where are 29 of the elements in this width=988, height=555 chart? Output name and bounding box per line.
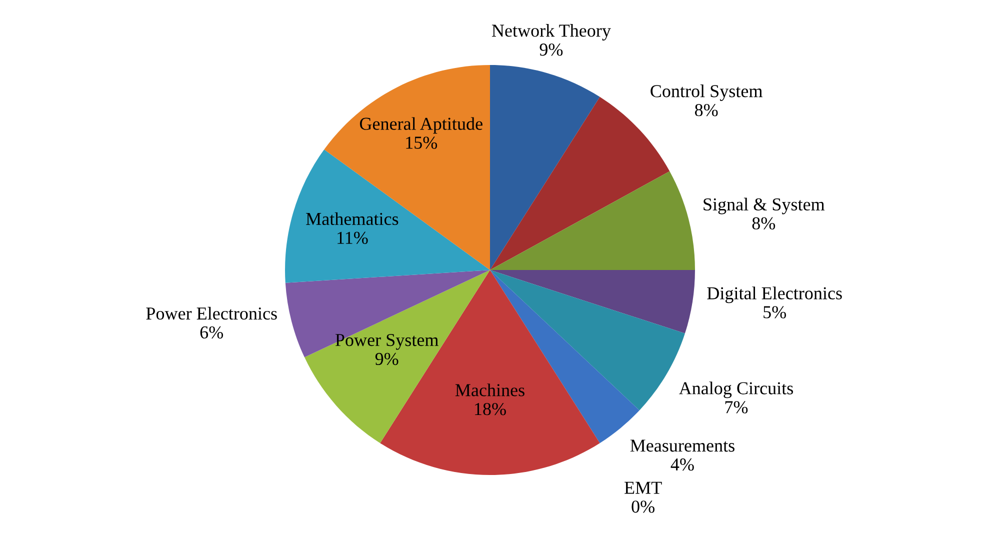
slice-label: Signal & System xyxy=(704,198,825,214)
category-label: EMT xyxy=(624,482,662,494)
slice-label: Measurements xyxy=(630,440,734,452)
slice-label: General Aptitude xyxy=(360,117,482,134)
data-label: 9% xyxy=(375,352,398,366)
data-label: 9% xyxy=(540,44,563,56)
data-label: 7% xyxy=(725,401,748,414)
data-label: 5% xyxy=(764,306,786,318)
slice-label: Digital Electronics xyxy=(707,286,842,304)
text: 0% xyxy=(632,500,654,513)
pie-slice xyxy=(490,96,670,270)
pie-slice xyxy=(490,65,600,270)
slice-label: Network Theory xyxy=(492,24,611,40)
slice-label: Power Electronics xyxy=(146,306,277,320)
data-label: 11% xyxy=(338,232,368,244)
slice-label: Machines xyxy=(455,384,524,396)
data-label: 15% xyxy=(406,136,438,149)
data-label: 4% xyxy=(670,458,694,471)
slice-label: Analog Circuits xyxy=(678,382,793,398)
data-label: 6% xyxy=(200,326,224,339)
data-label: 8% xyxy=(752,217,776,230)
data-label: 18% xyxy=(475,402,506,416)
slice-label: Power System xyxy=(335,334,438,350)
pie-slice xyxy=(490,171,695,270)
slice-label: Control System xyxy=(650,84,762,101)
pie-slice xyxy=(490,270,695,334)
slice-label: Mathematics xyxy=(306,212,398,226)
data-label: 8% xyxy=(694,104,718,116)
pie-slice xyxy=(285,150,490,283)
